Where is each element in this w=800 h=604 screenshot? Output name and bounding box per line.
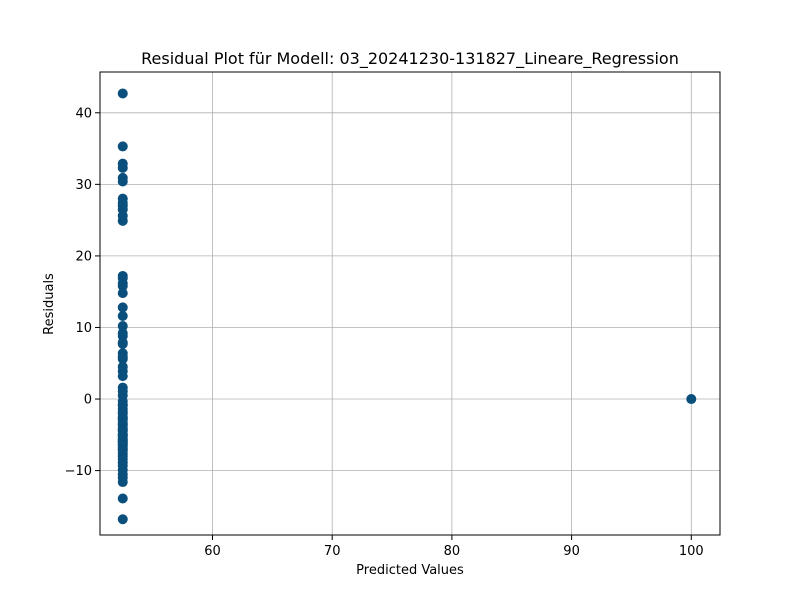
- plot-frame: [99, 71, 721, 536]
- y-axis-ticks: −10 0 10 20 30 40: [65, 106, 100, 479]
- y-tick-label: 40: [75, 106, 92, 121]
- data-point: [117, 311, 128, 322]
- y-tick-label: 0: [84, 393, 92, 408]
- data-point: [117, 493, 128, 504]
- data-point: [117, 444, 128, 455]
- x-tick-label: 80: [444, 544, 461, 559]
- x-tick-label: 90: [563, 544, 580, 559]
- chart-title: Residual Plot für Modell: 03_20241230-13…: [141, 49, 679, 69]
- data-point: [117, 338, 128, 349]
- y-tick-label: −10: [65, 464, 92, 479]
- x-tick-label: 60: [204, 544, 221, 559]
- grid-lines: [100, 72, 720, 535]
- data-point: [117, 162, 128, 173]
- y-tick-label: 30: [75, 178, 92, 193]
- data-point: [117, 215, 128, 226]
- data-point: [117, 176, 128, 187]
- x-axis-label: Predicted Values: [356, 563, 464, 578]
- y-axis-label: Residuals: [42, 273, 57, 335]
- x-tick-label: 70: [324, 544, 341, 559]
- data-point: [117, 477, 128, 488]
- data-point: [117, 302, 128, 313]
- y-tick-label: 20: [75, 249, 92, 264]
- y-tick-label: 10: [75, 321, 92, 336]
- data-point: [117, 280, 128, 291]
- data-point: [117, 141, 128, 152]
- data-point: [117, 353, 128, 364]
- data-point: [117, 399, 128, 410]
- x-axis-ticks: 60 70 80 90 100: [204, 535, 704, 559]
- data-point: [117, 288, 128, 299]
- data-point: [117, 371, 128, 382]
- data-point: [117, 88, 128, 99]
- data-point: [117, 321, 128, 332]
- data-point: [686, 394, 697, 405]
- data-point: [117, 514, 128, 525]
- x-tick-label: 100: [679, 544, 704, 559]
- data-points: [117, 88, 697, 525]
